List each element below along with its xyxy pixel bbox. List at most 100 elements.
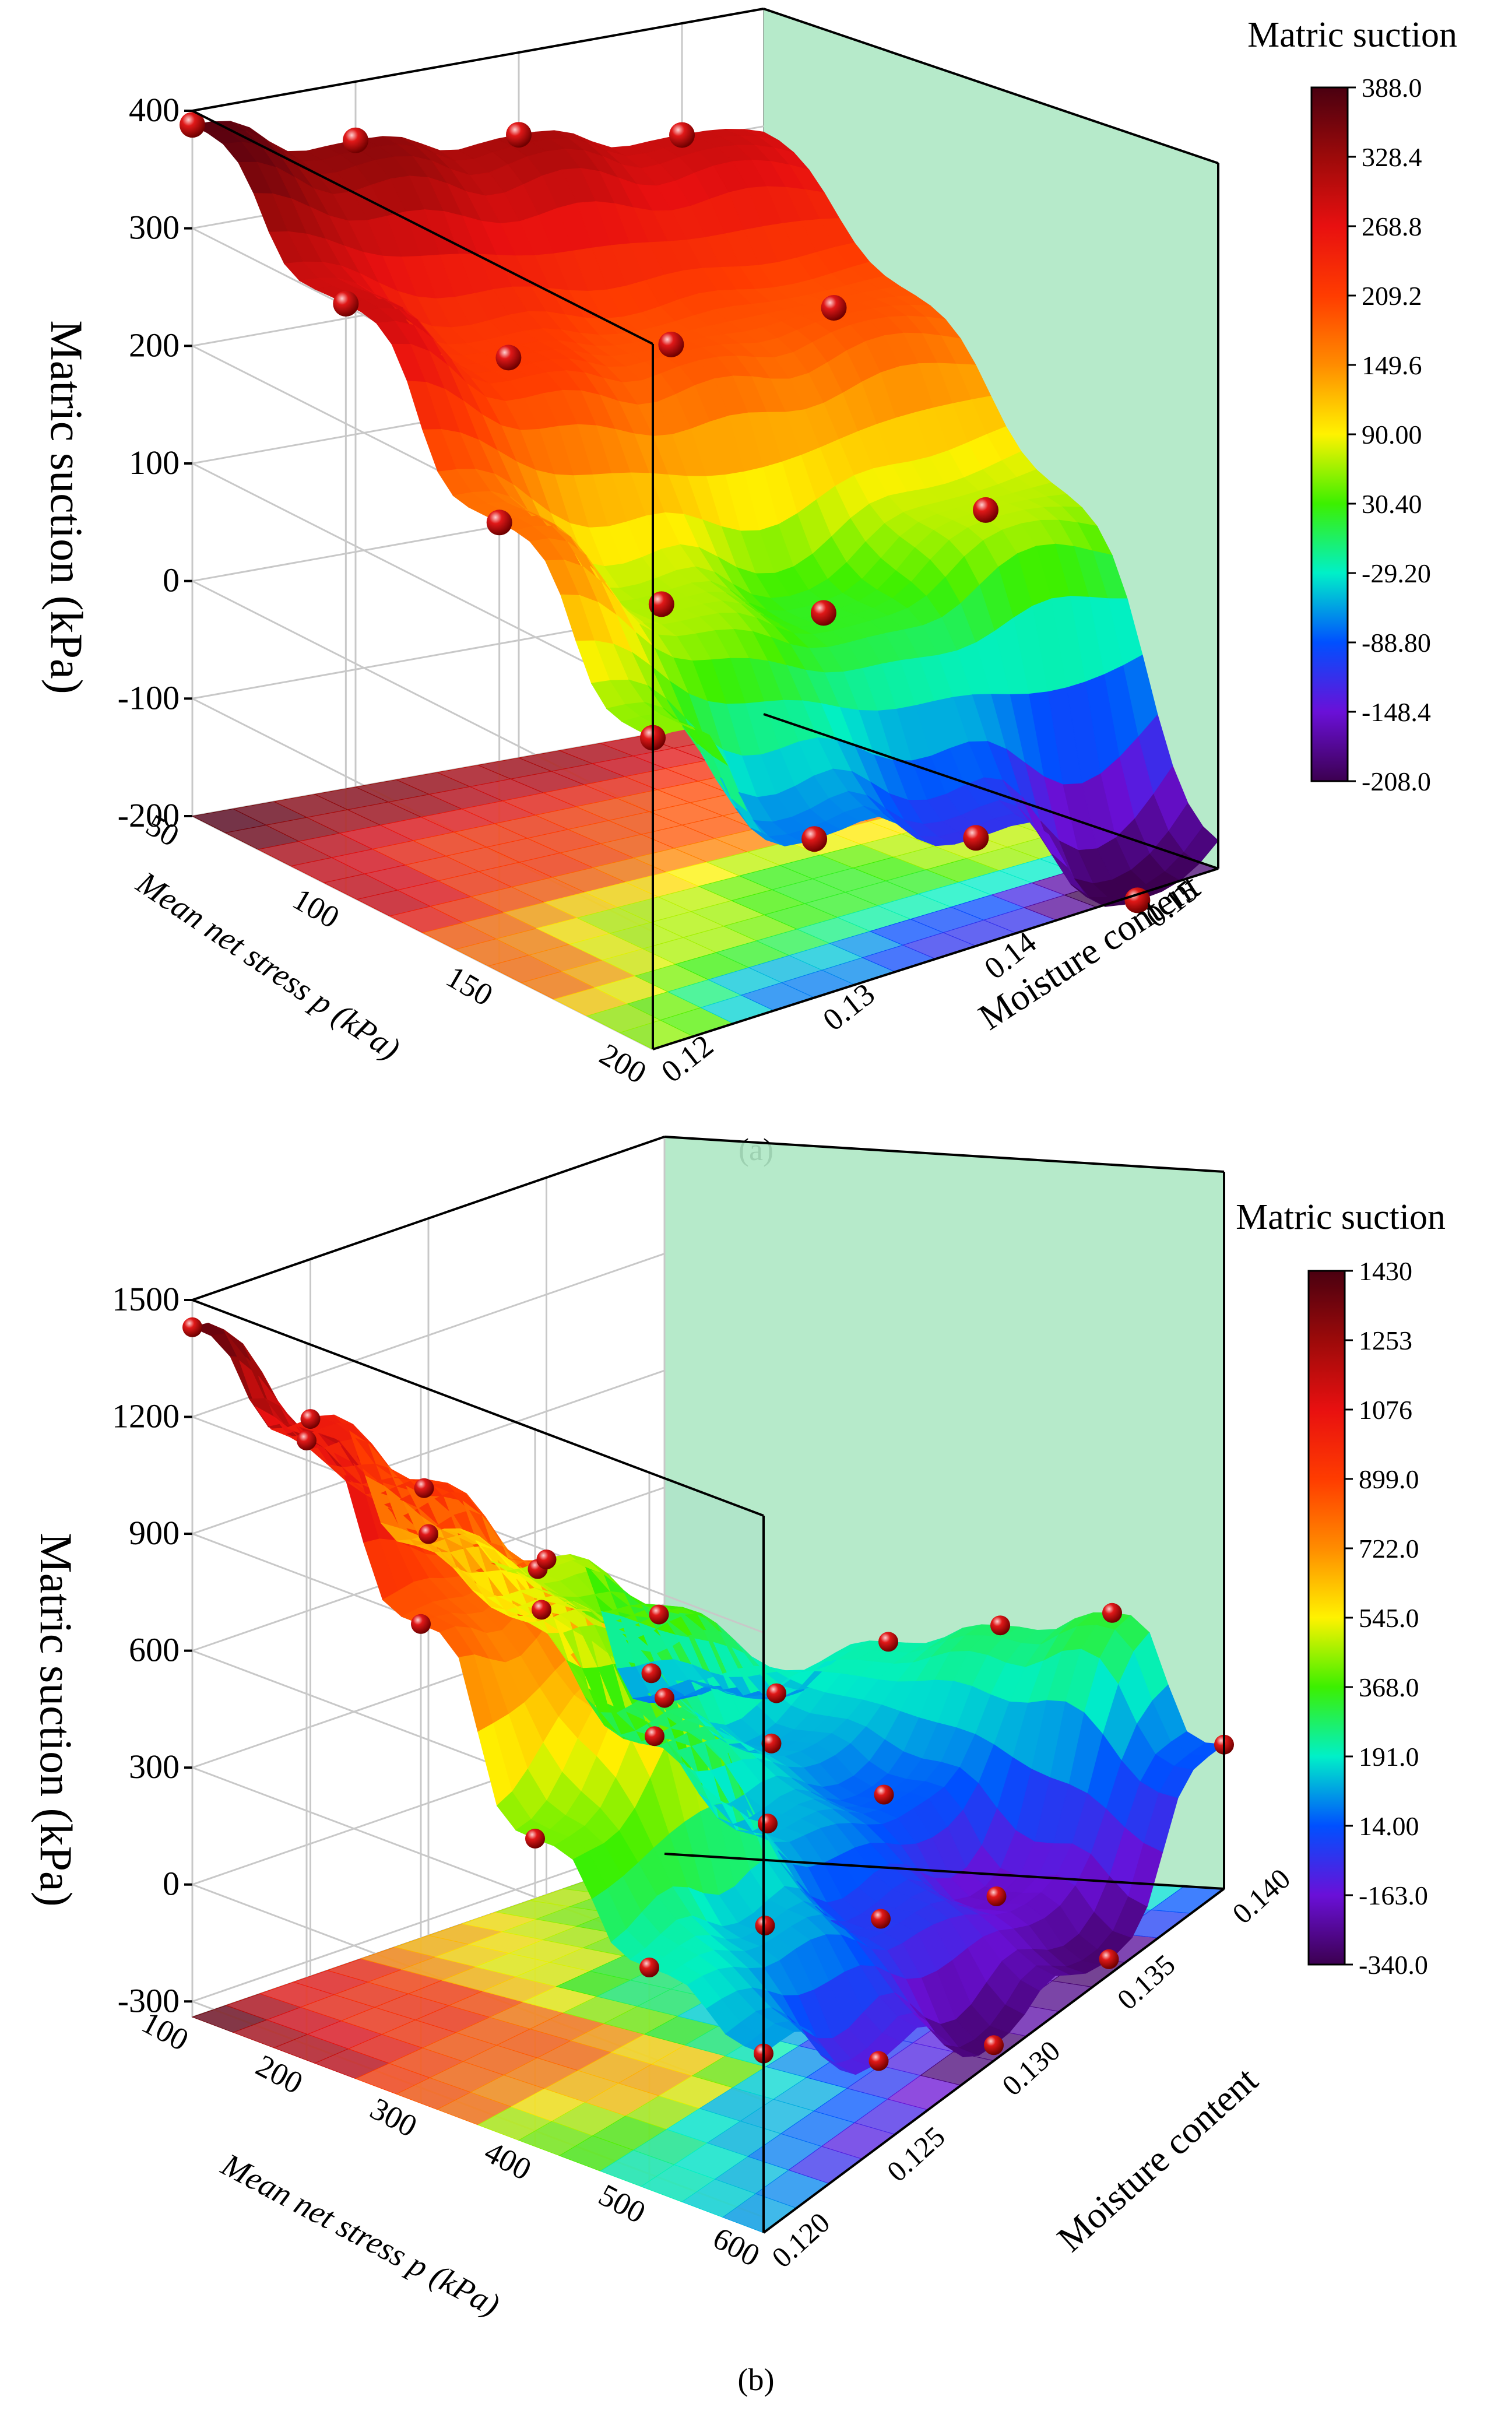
b-colorbar-label: 545.0	[1359, 1603, 1419, 1633]
a-data-point	[180, 112, 205, 138]
b-colorbar	[1307, 1270, 1353, 1966]
b-data-point	[532, 1600, 551, 1620]
b-caption: (b)	[738, 2362, 775, 2397]
a-top-edge-left	[192, 110, 653, 345]
a-data-point	[495, 345, 522, 371]
a-colorbar-label: 30.40	[1362, 489, 1422, 519]
b-colorbar-gradient	[1307, 1270, 1346, 1966]
b-data-point	[297, 1431, 317, 1451]
b-y-axis-line	[664, 1853, 1225, 1890]
a-top-edge-right	[763, 8, 1219, 164]
b-data-point	[755, 1916, 775, 1936]
a-y-axis-line	[763, 713, 1219, 870]
b-z-axis-title: Matric suction (kPa)	[31, 1533, 82, 1906]
b-colorbar-labels: 1430 1253 1076 899.0 722.0 545.0 368.0 191.0 14.…	[1359, 1256, 1428, 1980]
b-colorbar-label: 899.0	[1359, 1464, 1419, 1494]
b-data-point	[639, 1958, 659, 1977]
b-data-point	[871, 1909, 891, 1929]
a-data-point	[658, 331, 684, 357]
a-colorbar-label: 328.4	[1362, 142, 1422, 172]
b-top-edge-back	[192, 1136, 665, 1301]
b-data-point	[536, 1549, 557, 1570]
b-surface	[191, 1322, 1225, 2233]
b-z-tick-label: 1200	[112, 1397, 180, 1435]
panel-b: 1500 1200 900 600 300 0 -300 Matric suction (k…	[31, 1136, 1446, 2397]
b-data-point	[984, 2035, 1004, 2055]
a-colorbar-label: 388.0	[1362, 73, 1422, 103]
b-data-point	[1102, 1603, 1122, 1623]
b-data-point	[874, 1784, 894, 1805]
a-data-point	[648, 591, 674, 617]
a-colorbar-title: Matric suction	[1247, 15, 1457, 55]
b-data-point	[758, 1814, 778, 1834]
b-top-edge-right	[664, 1136, 1225, 1173]
a-colorbar-label: -88.80	[1362, 628, 1431, 658]
a-data-points	[180, 112, 1151, 913]
b-colorbar-label: 14.00	[1359, 1811, 1419, 1841]
b-y-tick-label: 0.140	[1226, 1862, 1296, 1930]
a-z-tick-label: 0	[163, 561, 180, 599]
b-data-point	[645, 1726, 664, 1747]
b-data-point	[868, 2051, 889, 2071]
a-data-point	[973, 497, 998, 523]
b-colorbar-title: Matric suction	[1236, 1197, 1446, 1237]
b-colorbar-label: 368.0	[1359, 1672, 1419, 1702]
b-data-point	[878, 1632, 898, 1652]
a-z-tick-label: 200	[129, 326, 180, 364]
b-data-point	[414, 1478, 434, 1498]
b-colorbar-label: 1430	[1359, 1256, 1412, 1286]
b-data-point	[411, 1614, 431, 1634]
b-data-point	[655, 1688, 674, 1708]
a-data-point	[810, 600, 836, 626]
a-colorbar	[1310, 86, 1356, 782]
b-z-tick-label: 600	[129, 1631, 180, 1669]
a-data-point	[669, 122, 695, 148]
a-axes	[184, 8, 1219, 1050]
a-data-point	[333, 291, 359, 317]
a-data-point	[821, 295, 847, 321]
a-colorbar-label: 90.00	[1362, 420, 1422, 449]
a-surface	[191, 121, 1219, 1050]
b-data-point	[419, 1524, 438, 1544]
a-colorbar-label: 149.6	[1362, 350, 1422, 380]
a-z-tick-label: -100	[118, 679, 180, 716]
a-data-point	[343, 127, 368, 153]
b-data-point	[649, 1604, 669, 1625]
a-x-axis-line	[652, 867, 1219, 1050]
a-data-point	[506, 122, 532, 148]
b-colorbar-label: -340.0	[1359, 1950, 1428, 1980]
b-data-point	[182, 1317, 202, 1337]
b-x-axis-title: Mean net stress p (kPa)	[215, 2146, 505, 2324]
b-axes	[184, 1136, 1225, 2234]
b-colorbar-label: -163.0	[1359, 1881, 1428, 1910]
panel-a: 400 300 200 100 0 -100 -200 Matric suction (kP…	[41, 8, 1457, 1167]
a-z-axis-title: Matric suction (kPa)	[41, 320, 92, 694]
b-data-points	[182, 1317, 1234, 2071]
b-colorbar-label: 1253	[1359, 1326, 1412, 1355]
a-z-tick-label: 100	[129, 444, 180, 482]
a-colorbar-label: 268.8	[1362, 212, 1422, 241]
a-data-point	[963, 825, 989, 851]
b-colorbar-label: 722.0	[1359, 1534, 1419, 1563]
b-data-point	[990, 1615, 1010, 1636]
b-data-point	[766, 1683, 786, 1703]
b-data-point	[300, 1409, 321, 1429]
b-data-point	[525, 1828, 545, 1849]
a-colorbar-label: -148.4	[1362, 697, 1431, 727]
a-z-tick-label: 300	[129, 209, 180, 247]
a-z-tick-label: 400	[129, 91, 180, 129]
b-colorbar-label: 1076	[1359, 1395, 1412, 1425]
a-z-tick-label: -200	[118, 796, 180, 834]
b-y-axis-title: Moisture content	[1049, 2059, 1265, 2260]
a-z-tick-labels: 400 300 200 100 0 -100 -200	[118, 91, 180, 834]
b-z-tick-label: 0	[163, 1865, 180, 1903]
a-data-point	[801, 826, 828, 852]
b-z-tick-label: 1500	[112, 1280, 180, 1318]
b-data-point	[641, 1663, 662, 1684]
a-colorbar-label: 209.2	[1362, 281, 1422, 311]
b-z-tick-labels: 1500 1200 900 600 300 0 -300	[112, 1280, 180, 2019]
b-data-point	[986, 1886, 1007, 1906]
b-top-edge-left	[192, 1299, 764, 1517]
a-top-edge-back	[192, 8, 764, 112]
